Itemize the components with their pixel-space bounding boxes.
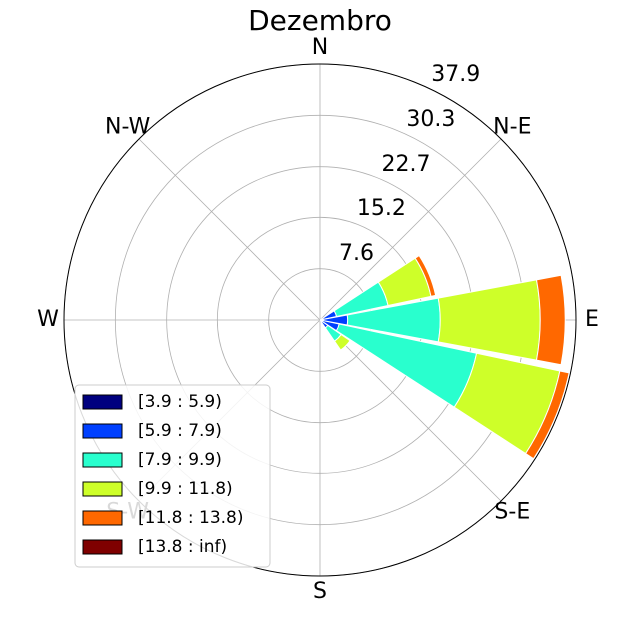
r-tick-label: 37.9 (431, 62, 480, 87)
r-tick-label: 7.6 (339, 241, 374, 266)
grid-spoke (319, 138, 502, 321)
r-tick-label: 15.2 (357, 196, 406, 221)
direction-label: S-E (494, 499, 530, 524)
legend-label: [11.8 : 13.8) (138, 508, 244, 528)
legend-label: [5.9 : 7.9) (138, 421, 222, 441)
legend-swatch (82, 452, 123, 468)
wind-bar (524, 370, 570, 460)
wind-bar (333, 333, 351, 351)
legend-swatch (82, 423, 123, 439)
r-tick-label: 30.3 (406, 107, 455, 132)
legend-label: [9.9 : 11.8) (138, 479, 233, 499)
legend-swatch (82, 539, 123, 555)
direction-label: N-E (493, 115, 531, 140)
direction-label: W (37, 307, 59, 332)
direction-label: E (585, 307, 599, 332)
direction-label: S (313, 579, 327, 604)
legend-swatch (82, 510, 123, 526)
legend-swatch (82, 481, 123, 497)
wind-bar (414, 254, 437, 298)
grid-spoke (138, 138, 321, 321)
legend-label: [7.9 : 9.9) (138, 450, 222, 470)
direction-label: N-W (105, 115, 151, 140)
chart-title: Dezembro (248, 4, 392, 37)
wind-bar (535, 274, 566, 366)
legend-box (74, 384, 271, 568)
direction-label: N (312, 35, 328, 60)
legend-label: [13.8 : inf) (138, 537, 227, 557)
r-tick-label: 22.7 (381, 152, 430, 177)
polar-frame (63, 63, 577, 577)
grid-spoke (319, 319, 502, 502)
legend-label: [3.9 : 5.9) (138, 392, 222, 412)
legend-swatch (82, 394, 123, 410)
